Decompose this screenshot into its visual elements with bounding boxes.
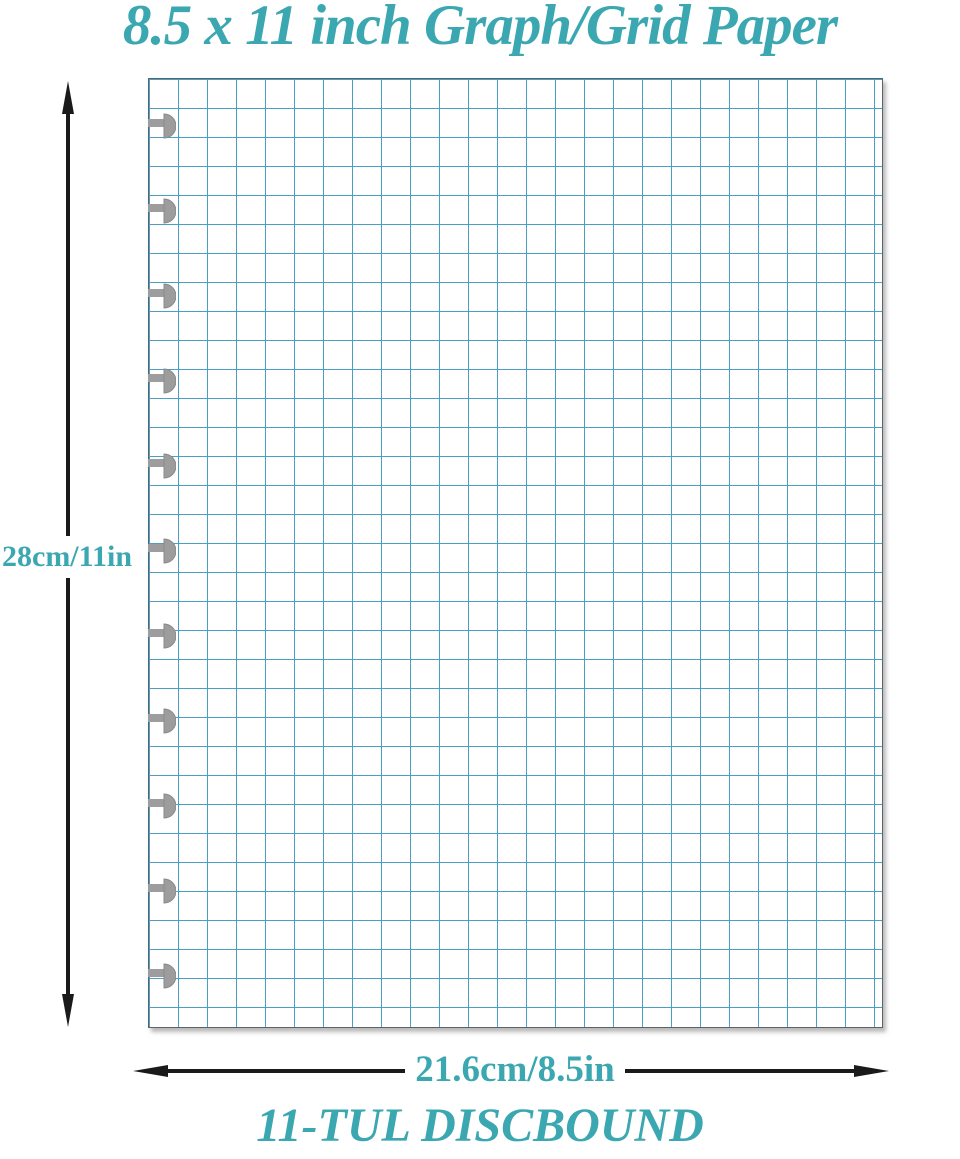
disc-punch-hole-icon (148, 793, 176, 819)
disc-punch-hole-icon (148, 368, 176, 394)
product-name: 11-TUL DISCBOUND (256, 1099, 704, 1152)
disc-punch-hole-icon (148, 198, 176, 224)
disc-punch-hole-icon (148, 453, 176, 479)
graph-paper-sheet (148, 78, 883, 1028)
disc-punch-hole-icon (148, 283, 176, 309)
disc-punch-hole-icon (148, 708, 176, 734)
disc-punch-hole-icon (148, 963, 176, 989)
disc-punch-hole-icon (148, 538, 176, 564)
disc-punch-hole-icon (148, 623, 176, 649)
width-dimension-label: 21.6cm/8.5in (405, 1050, 625, 1090)
width-dimension-label-wrap: 21.6cm/8.5in (140, 1050, 890, 1090)
height-dimension-label: 28cm/11in (0, 536, 139, 578)
disc-punch-hole-icon (148, 878, 176, 904)
disc-punch-hole-icon (148, 113, 176, 139)
page-title: 8.5 x 11 inch Graph/Grid Paper (122, 0, 838, 57)
